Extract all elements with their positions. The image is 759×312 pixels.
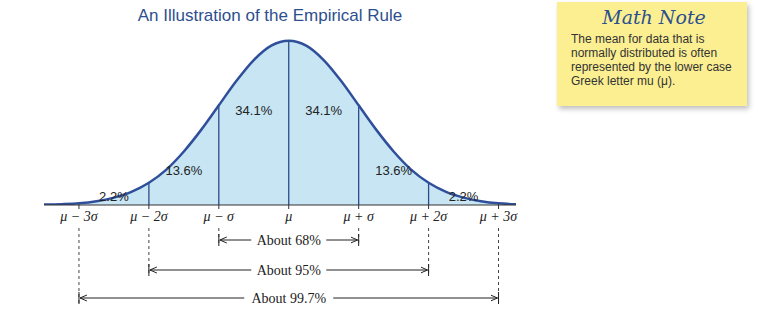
svg-text:About 68%: About 68% <box>257 233 322 248</box>
svg-text:34.1%: 34.1% <box>235 103 272 118</box>
svg-text:μ + 3σ: μ + 3σ <box>479 209 518 224</box>
svg-text:About 99.7%: About 99.7% <box>251 291 326 306</box>
svg-text:2.2%: 2.2% <box>449 189 479 204</box>
html-text:The mean for data that is norm: The mean for data that is normally distr… <box>571 32 732 88</box>
svg-text:μ + σ: μ + σ <box>342 209 374 224</box>
svg-text:13.6%: 13.6% <box>375 163 412 178</box>
svg-text:μ − σ: μ − σ <box>203 209 235 224</box>
html-text:Math Note: Math Note <box>602 6 706 28</box>
svg-text:μ + 2σ: μ + 2σ <box>409 209 448 224</box>
html-text:An Illustration of the Empiric: An Illustration of the Empirical Rule <box>137 6 403 25</box>
svg-text:13.6%: 13.6% <box>165 163 202 178</box>
svg-text:2.2%: 2.2% <box>99 189 129 204</box>
svg-text:About 95%: About 95% <box>257 263 322 278</box>
svg-text:34.1%: 34.1% <box>305 103 342 118</box>
svg-text:μ − 2σ: μ − 2σ <box>129 209 168 224</box>
svg-text:μ: μ <box>284 209 292 224</box>
svg-text:μ − 3σ: μ − 3σ <box>59 209 98 224</box>
